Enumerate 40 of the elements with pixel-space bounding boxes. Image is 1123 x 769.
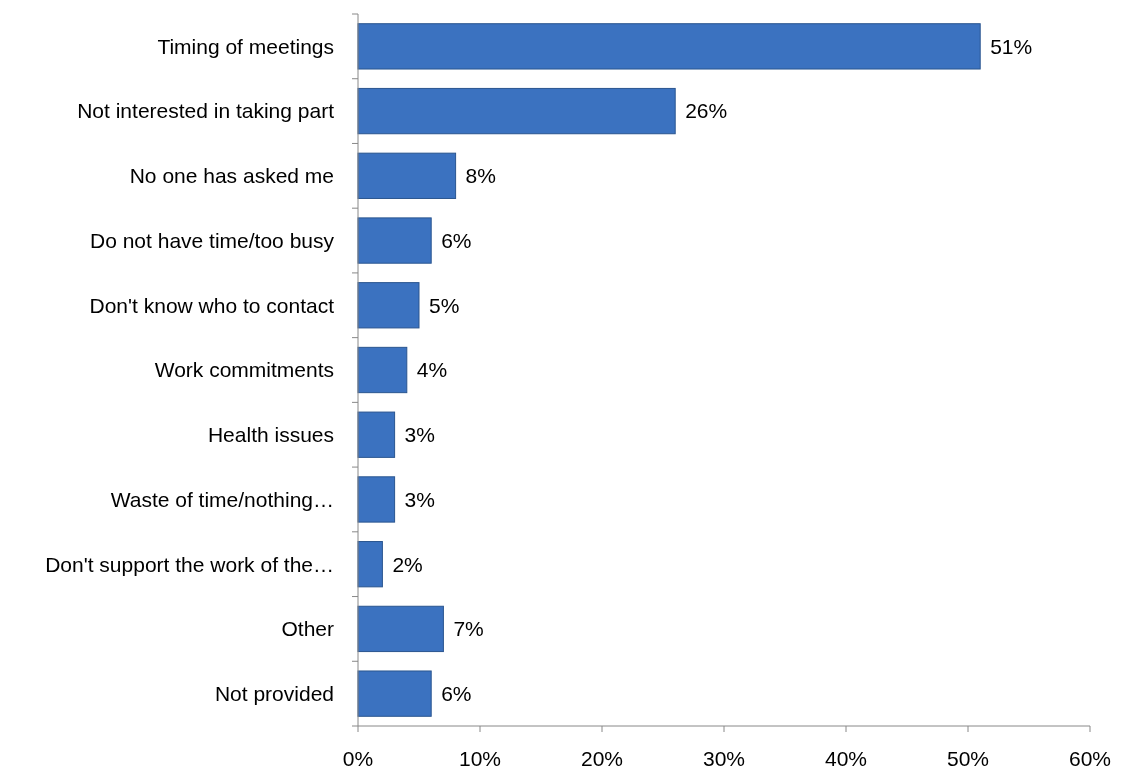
bar xyxy=(357,411,396,458)
y-tick-label: Not provided xyxy=(214,681,334,705)
data-label: 3% xyxy=(404,487,435,511)
x-tick-label: 50% xyxy=(946,747,990,769)
data-label: 2% xyxy=(392,552,423,576)
y-tick-label: Other xyxy=(281,617,334,641)
data-label: 3% xyxy=(404,423,435,447)
x-tick-label: 40% xyxy=(824,747,868,769)
bar xyxy=(357,152,457,199)
y-tick-label: No one has asked me xyxy=(129,164,334,188)
data-label: 6% xyxy=(441,681,472,705)
x-tick-label: 20% xyxy=(580,747,624,769)
data-label: 4% xyxy=(416,358,448,382)
bar xyxy=(357,605,444,653)
data-label: 5% xyxy=(429,293,460,317)
x-tick-label: 60% xyxy=(1068,747,1112,769)
y-tick-label: Timing of meetings xyxy=(157,34,334,58)
bar xyxy=(357,541,383,588)
y-tick-label: Don't support the work of the… xyxy=(45,552,334,576)
x-tick-label: 10% xyxy=(458,747,502,769)
x-tick-label: 30% xyxy=(702,747,746,769)
data-label: 6% xyxy=(441,228,472,252)
bar xyxy=(357,282,420,329)
bar xyxy=(357,476,396,523)
data-label: 7% xyxy=(453,617,484,641)
bar xyxy=(357,217,432,264)
bar xyxy=(357,670,432,717)
y-tick-label: Do not have time/too busy xyxy=(90,228,335,252)
data-label: 26% xyxy=(685,99,728,123)
y-tick-label: Not interested in taking part xyxy=(77,99,335,123)
data-label: 51% xyxy=(990,34,1033,58)
bar xyxy=(357,23,981,70)
y-tick-label: Work commitments xyxy=(154,358,334,382)
bar xyxy=(357,87,676,135)
y-tick-label: Health issues xyxy=(207,423,334,447)
data-label: 8% xyxy=(465,164,496,188)
y-tick-label: Waste of time/nothing… xyxy=(110,487,334,511)
y-tick-label: Don't know who to contact xyxy=(89,293,335,317)
x-tick-label: 0% xyxy=(342,747,374,769)
bar xyxy=(357,346,408,394)
